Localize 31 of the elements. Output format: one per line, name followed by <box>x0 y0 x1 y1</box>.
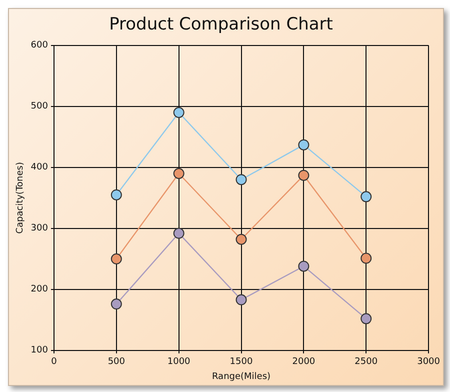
point <box>360 313 372 324</box>
y-tick-label: 300 <box>30 224 48 234</box>
point <box>298 139 310 150</box>
y-axis-title: Capacity(Tones) <box>16 162 26 234</box>
chart-title: Product Comparison Chart <box>109 14 334 35</box>
point <box>110 298 122 310</box>
point <box>110 253 122 264</box>
x-tick-label: 500 <box>108 357 126 368</box>
y-tick-label: 400 <box>30 162 48 173</box>
point <box>110 189 122 200</box>
x-tick-label: 1500 <box>230 357 253 368</box>
point <box>236 174 247 186</box>
x-tick-label: 0 <box>51 357 58 368</box>
y-tick-label: 500 <box>30 102 48 112</box>
point <box>236 234 247 245</box>
point <box>173 168 184 179</box>
point <box>173 107 184 118</box>
point <box>360 252 372 264</box>
x-tick-label: 2500 <box>354 357 378 368</box>
point <box>236 294 247 306</box>
x-tick-label: 1000 <box>167 357 191 368</box>
point <box>298 170 310 181</box>
y-tick-label: 100 <box>30 346 48 356</box>
point <box>360 191 372 202</box>
y-tick-label: 600 <box>30 40 48 51</box>
x-axis-title: Range(Miles) <box>212 372 271 382</box>
point <box>173 228 184 239</box>
x-tick-label: 2000 <box>292 357 316 368</box>
y-tick-label: 200 <box>30 284 48 295</box>
point <box>298 260 310 272</box>
x-tick-label: 3000 <box>417 357 440 368</box>
